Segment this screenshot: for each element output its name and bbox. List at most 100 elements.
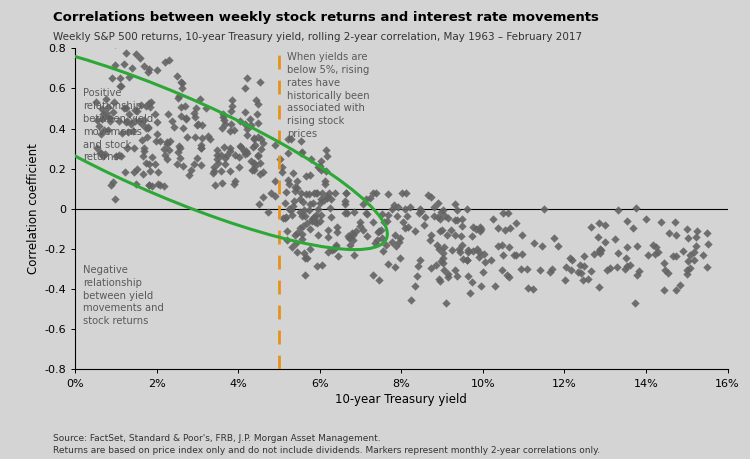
Point <box>249 141 261 149</box>
Point <box>354 218 366 225</box>
Point <box>179 102 191 109</box>
Point <box>322 227 334 234</box>
Point <box>254 135 266 142</box>
Point <box>544 268 556 275</box>
Point <box>368 189 380 196</box>
Point <box>382 190 394 197</box>
Point <box>152 180 164 188</box>
Point <box>268 192 280 200</box>
Point <box>572 268 584 275</box>
Point <box>690 242 702 250</box>
Point <box>392 203 404 211</box>
Point <box>314 162 326 170</box>
Point <box>378 218 390 226</box>
Point <box>152 168 164 176</box>
Point <box>233 163 245 170</box>
Point <box>133 118 145 125</box>
Point <box>113 151 125 159</box>
Point <box>234 142 246 150</box>
X-axis label: 10-year Treasury yield: 10-year Treasury yield <box>335 393 467 406</box>
Text: Weekly S&P 500 returns, 10-year Treasury yield, rolling 2-year correlation, May : Weekly S&P 500 returns, 10-year Treasury… <box>53 32 582 42</box>
Point <box>445 227 457 234</box>
Point <box>110 62 122 69</box>
Point <box>96 106 108 113</box>
Point <box>149 110 161 118</box>
Point <box>456 241 468 248</box>
Point <box>211 156 223 163</box>
Point <box>492 224 504 231</box>
Point <box>316 189 328 196</box>
Point <box>623 262 635 269</box>
Point <box>296 231 308 238</box>
Point <box>437 250 449 257</box>
Point <box>158 146 170 153</box>
Point <box>321 194 333 202</box>
Point <box>175 144 187 151</box>
Point <box>493 242 505 250</box>
Point <box>349 209 361 216</box>
Point <box>116 129 128 137</box>
Point <box>195 141 207 148</box>
Point <box>376 235 388 242</box>
Point <box>249 163 261 170</box>
Point <box>692 228 703 235</box>
Point <box>382 260 394 267</box>
Point <box>172 95 184 102</box>
Point <box>302 219 313 227</box>
Point <box>175 78 187 86</box>
Point <box>374 226 386 233</box>
Point <box>413 209 424 217</box>
Point <box>670 231 682 239</box>
Point <box>464 289 476 296</box>
Point <box>416 207 428 215</box>
Point <box>662 269 674 277</box>
Point <box>399 205 411 213</box>
Point <box>496 242 508 249</box>
Point <box>578 276 590 283</box>
Point <box>332 252 344 259</box>
Point <box>251 101 263 108</box>
Point <box>136 170 148 178</box>
Point <box>304 246 316 253</box>
Point <box>500 226 512 234</box>
Point <box>281 227 293 234</box>
Point <box>516 231 528 239</box>
Point <box>435 257 447 265</box>
Point <box>108 98 120 106</box>
Point <box>466 224 478 231</box>
Point <box>438 267 450 274</box>
Point <box>310 212 322 219</box>
Point <box>98 126 110 134</box>
Point <box>143 181 155 188</box>
Point <box>136 120 148 128</box>
Point <box>241 150 253 157</box>
Point <box>93 123 105 130</box>
Point <box>399 224 411 231</box>
Point <box>172 148 184 156</box>
Point <box>339 201 351 208</box>
Point <box>685 251 697 258</box>
Point <box>274 155 286 162</box>
Point <box>224 145 236 152</box>
Point <box>308 215 320 222</box>
Point <box>628 300 640 307</box>
Point <box>228 126 240 134</box>
Point <box>460 206 472 213</box>
Point <box>478 250 490 257</box>
Point <box>291 248 303 256</box>
Point <box>195 144 207 151</box>
Point <box>128 144 140 151</box>
Point <box>279 200 291 207</box>
Point <box>462 248 474 256</box>
Point <box>131 166 143 173</box>
Point <box>172 93 184 100</box>
Point <box>325 214 337 221</box>
Point <box>350 228 361 235</box>
Point <box>466 232 478 239</box>
Point <box>440 300 452 307</box>
Point <box>298 249 310 257</box>
Point <box>224 107 236 114</box>
Point <box>188 160 200 168</box>
Point <box>314 199 326 206</box>
Point <box>415 206 427 213</box>
